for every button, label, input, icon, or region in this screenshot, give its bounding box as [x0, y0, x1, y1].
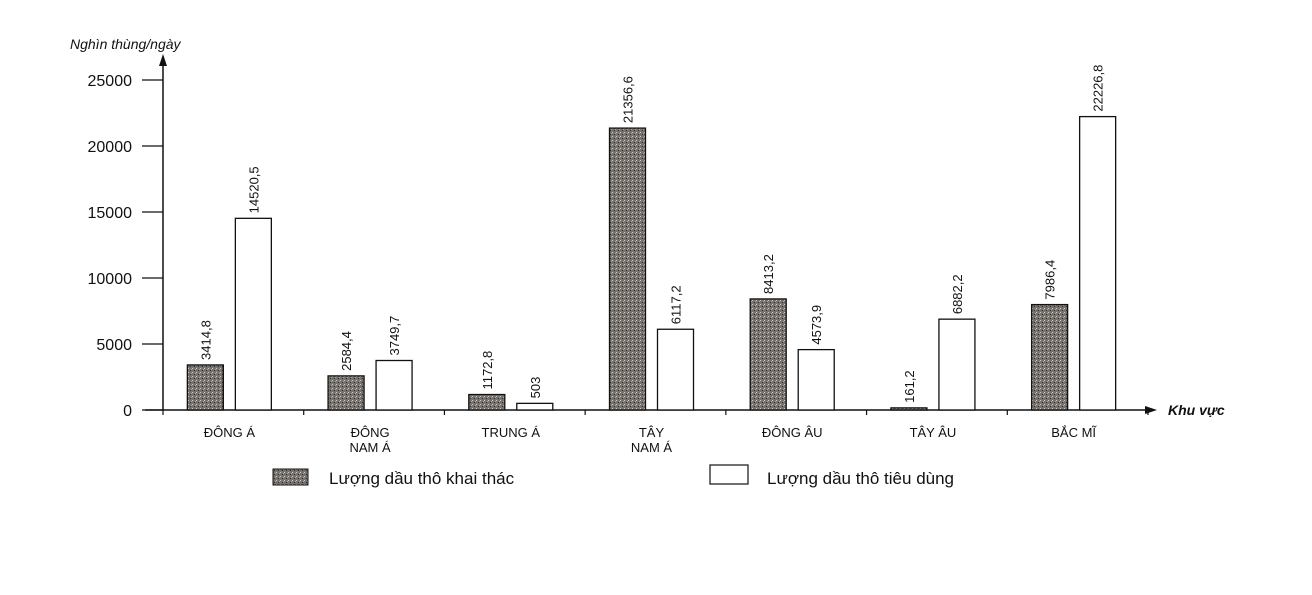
x-tick-label: BẮC MĨ: [1051, 425, 1097, 440]
bar-tieu-dung: [234, 217, 273, 411]
bar-value-label: 4573,9: [809, 305, 824, 345]
bar-value-label: 8413,2: [761, 254, 776, 294]
bar-value-label: 161,2: [902, 370, 917, 403]
legend-swatch-tieu-dung: [709, 464, 749, 485]
bar-tieu-dung: [1078, 115, 1117, 411]
bar-khai-thac: [1030, 303, 1069, 411]
y-tick-label: 15000: [88, 205, 133, 222]
x-tick-label: TRUNG Á: [482, 425, 541, 440]
bar-tieu-dung: [375, 359, 413, 411]
bar-value-label: 3414,8: [198, 320, 213, 360]
x-axis-arrow: [1145, 406, 1157, 414]
bar-khai-thac: [186, 364, 225, 411]
bar-tieu-dung: [516, 402, 554, 411]
x-tick-label: TÂY: [639, 425, 665, 440]
y-tick-label: 25000: [88, 73, 133, 90]
y-tick-label: 5000: [96, 337, 132, 354]
bar-khai-thac: [890, 407, 928, 411]
x-tick-label: TÂY ÂU: [910, 425, 957, 440]
x-tick-label: ĐÔNG: [351, 425, 390, 440]
x-tick-label: ĐÔNG Á: [204, 425, 256, 440]
y-axis-arrow: [159, 54, 167, 66]
bar-value-label: 22226,8: [1091, 65, 1106, 112]
bars: [186, 115, 1117, 411]
bar-value-label: 503: [528, 377, 543, 399]
legend-swatch-khai-thac: [272, 468, 309, 486]
bar-value-label: 1172,8: [480, 351, 495, 390]
y-tick-label: 20000: [88, 139, 133, 156]
bar-value-label: 14520,5: [246, 166, 261, 213]
legend-label-tieu-dung: Lượng dầu thô tiêu dùng: [767, 469, 954, 488]
x-tick-label: ĐÔNG ÂU: [762, 425, 823, 440]
x-tick-marks: [162, 410, 1149, 415]
bar-tieu-dung: [938, 318, 976, 411]
bar-khai-thac: [327, 375, 365, 411]
bar-value-label: 2584,4: [339, 331, 354, 371]
bar-tieu-dung: [797, 348, 835, 411]
y-ticks: 0 5000 10000 15000 20000 25000: [88, 73, 163, 420]
x-tick-label: NAM Á: [349, 440, 391, 455]
bar-value-label: 6117,2: [669, 285, 684, 324]
y-tick-label: 0: [123, 403, 132, 420]
y-axis-title: Nghìn thùng/ngày: [70, 36, 182, 52]
x-axis-title: Khu vực: [1168, 402, 1225, 418]
bar-tieu-dung: [656, 328, 695, 411]
x-tick-label: NAM Á: [631, 440, 673, 455]
bar-value-label: 6882,2: [950, 274, 965, 314]
bar-khai-thac: [468, 393, 506, 411]
value-labels: 3414,8 14520,5 2584,4 3749,7 1172,8 503 21356,…: [198, 65, 1105, 403]
bar-value-label: 7986,4: [1043, 260, 1058, 300]
bar-value-label: 21356,6: [621, 76, 636, 123]
bar-value-label: 3749,7: [387, 316, 402, 356]
bar-khai-thac: [608, 127, 647, 411]
bar-khai-thac: [749, 298, 787, 411]
legend-label-khai-thac: Lượng dầu thô khai thác: [329, 469, 515, 488]
legend: Lượng dầu thô khai thác Lượng dầu thô ti…: [272, 464, 954, 488]
y-tick-label: 10000: [88, 271, 133, 288]
